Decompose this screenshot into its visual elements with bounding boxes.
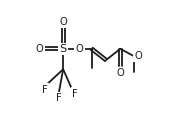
Text: F: F xyxy=(41,85,47,95)
Text: S: S xyxy=(60,44,67,54)
Text: O: O xyxy=(59,17,67,27)
Text: F: F xyxy=(72,89,78,99)
Text: O: O xyxy=(135,51,142,61)
Text: F: F xyxy=(56,93,62,103)
Text: O: O xyxy=(116,68,124,78)
Text: O: O xyxy=(36,44,44,54)
Text: O: O xyxy=(76,44,83,54)
